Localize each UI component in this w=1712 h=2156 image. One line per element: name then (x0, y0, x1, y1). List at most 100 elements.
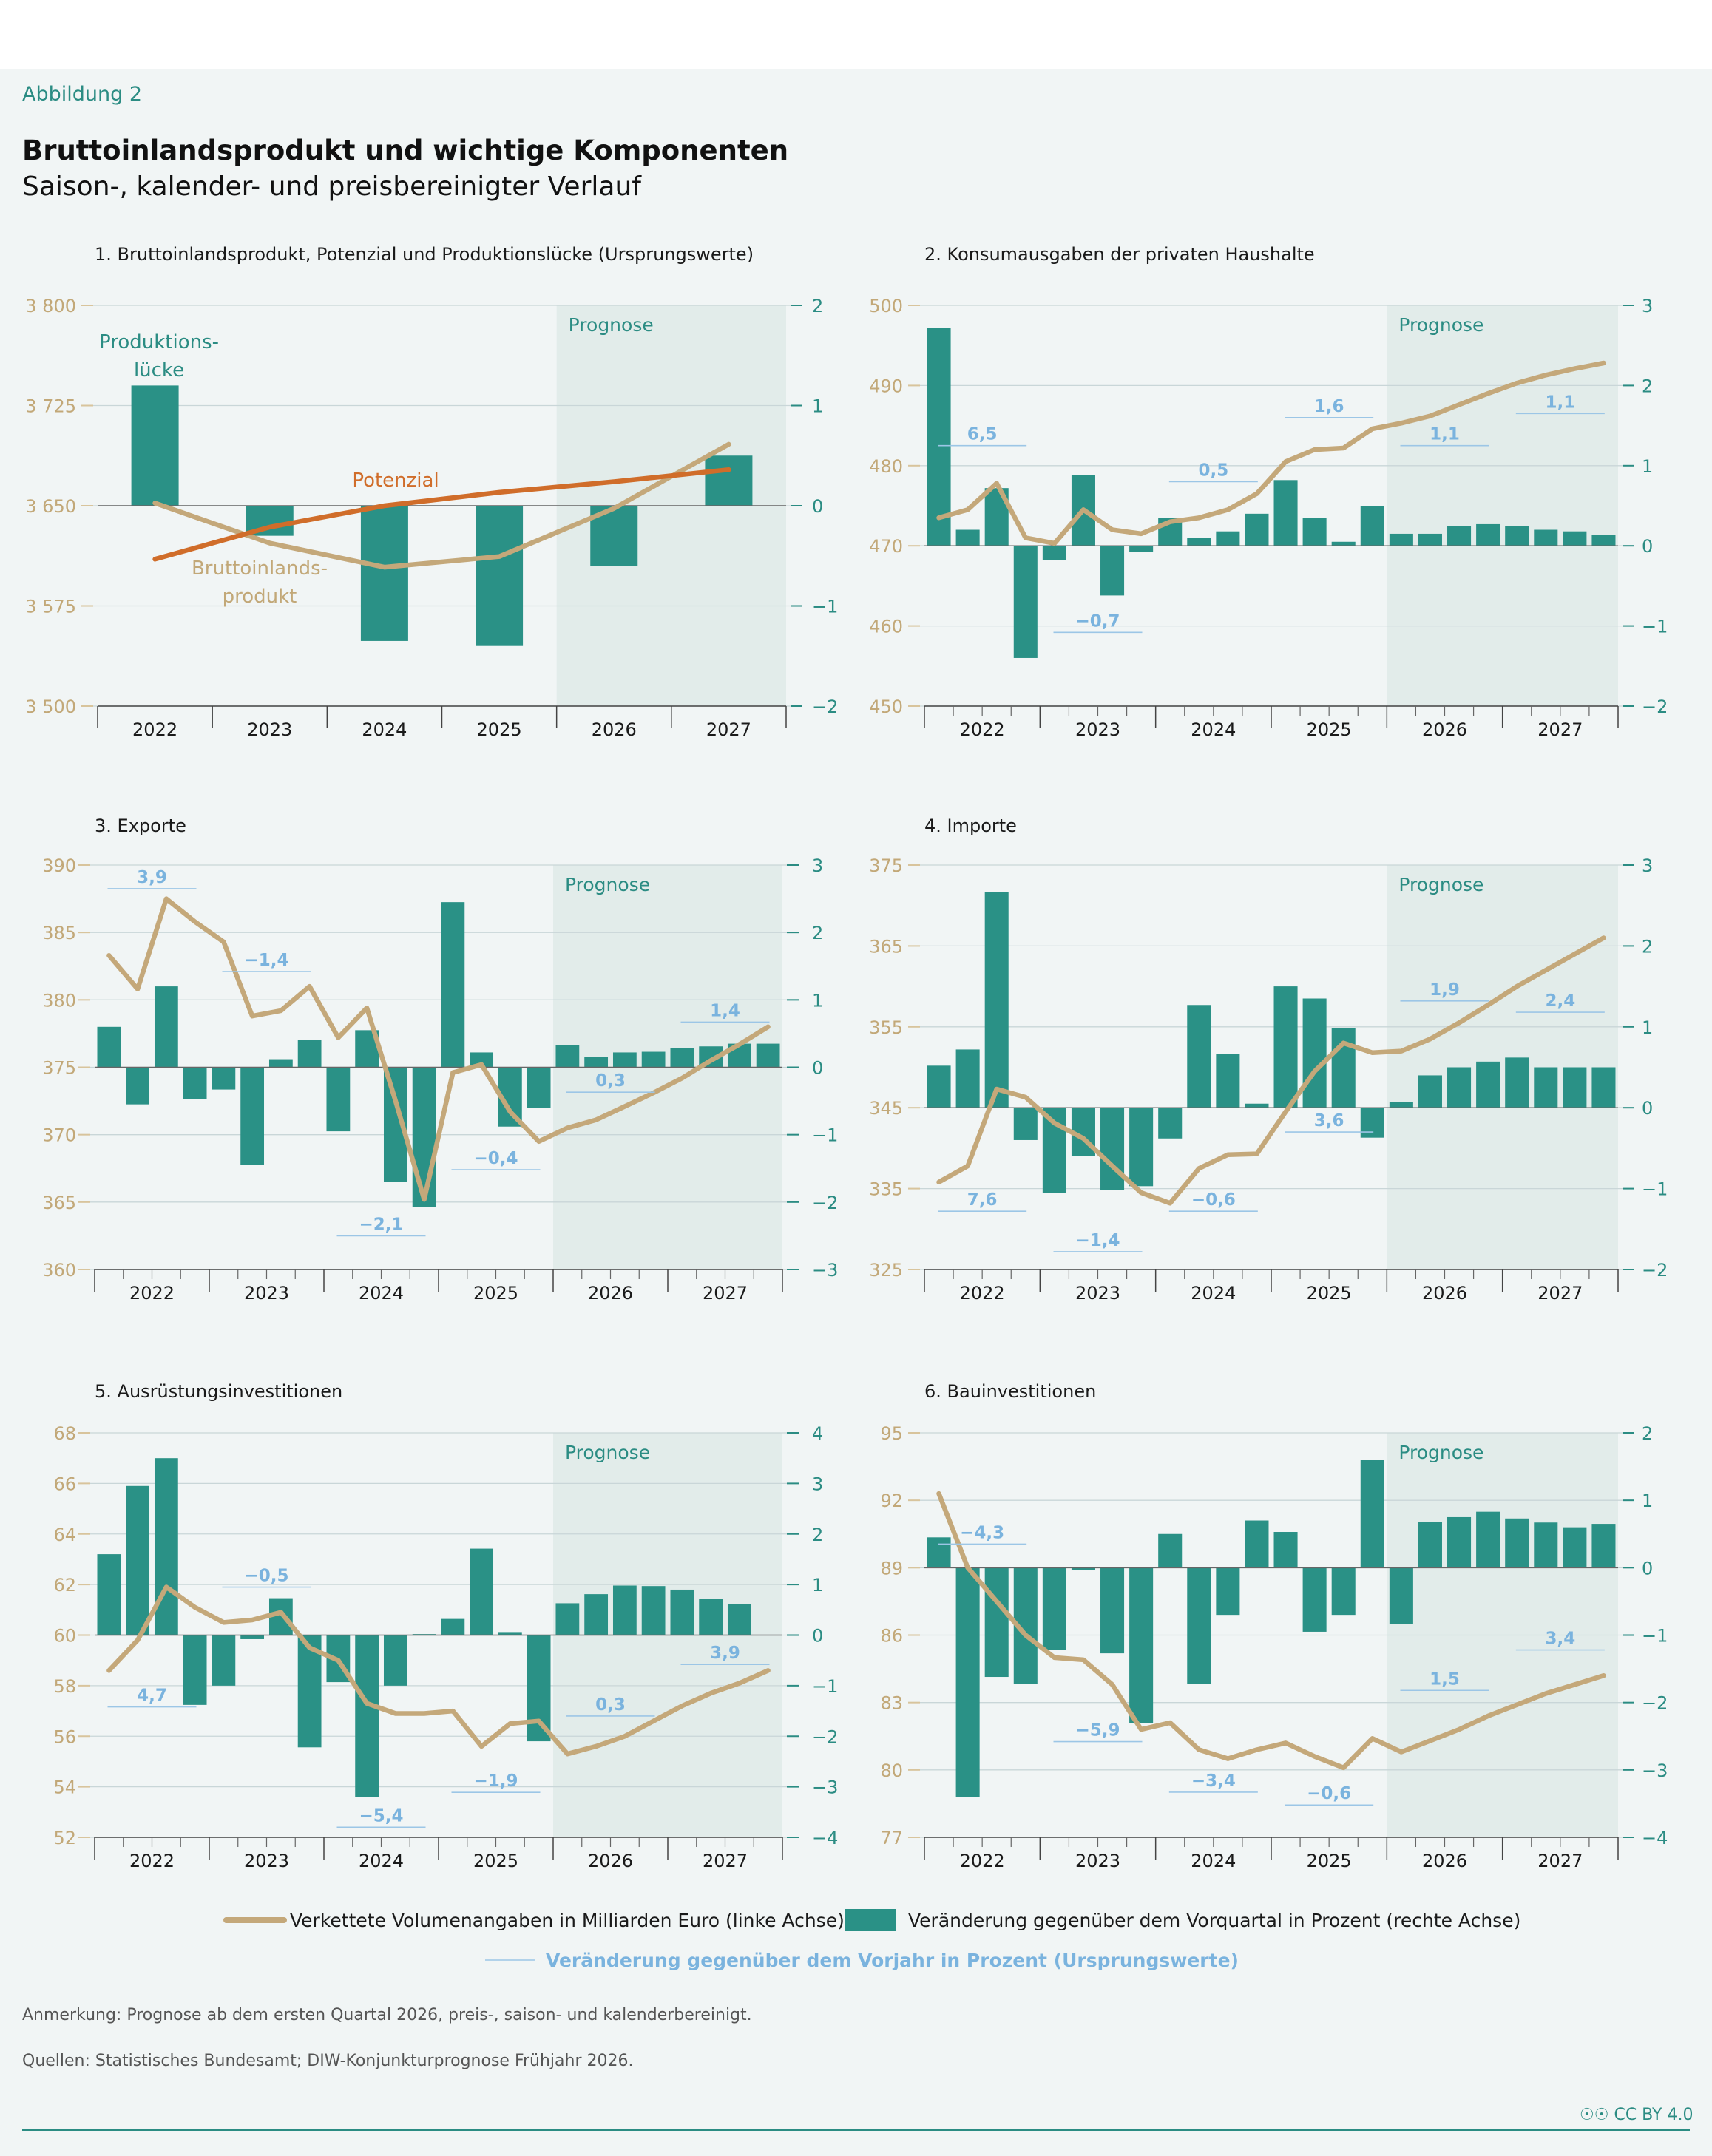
yoy-label: 3,9 (710, 1644, 740, 1663)
panel-6: 6. Bauinvestitionen Prognose 95 2 92 1 89 0 86 −1… (880, 1381, 1668, 1871)
left-tick-label: 375 (42, 1058, 76, 1079)
bar (240, 1635, 265, 1639)
right-tick-label: 1 (1642, 1491, 1653, 1511)
legend-bar-label: Veränderung gegenüber dem Vorquartal in … (908, 1910, 1520, 1931)
figure-label: Abbildung 2 (22, 83, 143, 106)
prognose-label: Prognose (1398, 314, 1483, 336)
left-tick-label: 490 (869, 376, 903, 396)
left-tick-label: 3 800 (25, 296, 76, 316)
left-tick-label: 52 (53, 1828, 76, 1848)
right-tick-label: 1 (812, 990, 823, 1011)
bar (1331, 541, 1356, 546)
legend-bar-swatch (845, 1909, 896, 1931)
bar (1129, 1108, 1154, 1187)
bar (326, 1067, 351, 1132)
year-label: 2022 (960, 719, 1005, 740)
bar (1245, 1103, 1269, 1108)
bar (699, 1599, 723, 1635)
bar (927, 1537, 951, 1568)
year-label: 2027 (703, 1283, 748, 1304)
right-tick-label: −2 (1642, 1693, 1668, 1714)
bar (1302, 518, 1327, 546)
bar (297, 1040, 322, 1068)
left-tick-label: 77 (880, 1828, 903, 1848)
yoy-label: −5,9 (1075, 1721, 1120, 1740)
yoy-label: −4,3 (960, 1523, 1004, 1542)
year-label: 2027 (1537, 719, 1583, 740)
panel-1: 1. Bruttoinlandsprodukt, Potenzial und P… (25, 244, 838, 740)
right-tick-label: −3 (1642, 1760, 1668, 1781)
year-label: 2023 (1075, 1851, 1120, 1871)
bar (1591, 535, 1616, 546)
year-label: 2025 (1307, 1283, 1352, 1304)
left-tick-label: 66 (53, 1474, 76, 1494)
bar (1331, 1567, 1356, 1616)
bar (1042, 1567, 1066, 1650)
left-tick-label: 3 650 (25, 496, 76, 517)
prognose-label: Prognose (569, 314, 654, 336)
year-label: 2026 (1422, 719, 1467, 740)
bar (955, 1049, 980, 1108)
yoy-label: −0,6 (1307, 1784, 1351, 1803)
bar (670, 1048, 694, 1068)
right-tick-label: −1 (1642, 617, 1668, 637)
left-tick-label: 470 (869, 536, 903, 557)
bar (183, 1635, 207, 1705)
panel-title: 6. Bauinvestitionen (924, 1381, 1096, 1402)
prognose-label: Prognose (1398, 874, 1483, 895)
right-tick-label: 2 (1642, 376, 1653, 396)
left-tick-label: 54 (53, 1777, 76, 1798)
prognose-region (1387, 305, 1618, 706)
bar (612, 1585, 637, 1635)
license-text: CC BY 4.0 (1614, 2106, 1694, 2124)
volume-line (106, 1584, 771, 1757)
bar (1273, 480, 1298, 546)
right-tick-label: 3 (812, 1474, 823, 1494)
bar (1245, 1520, 1269, 1568)
bar (212, 1067, 236, 1090)
yoy-label: 3,4 (1545, 1630, 1575, 1649)
prognose-label: Prognose (565, 874, 650, 895)
left-tick-label: 365 (869, 936, 903, 957)
year-label: 2026 (1422, 1851, 1467, 1871)
bar (1013, 546, 1038, 658)
bar (727, 1604, 751, 1635)
year-label: 2026 (1422, 1283, 1467, 1304)
right-tick-label: −4 (812, 1828, 838, 1848)
left-tick-label: 64 (53, 1525, 76, 1545)
bar (555, 1045, 580, 1068)
volume-line (936, 935, 1606, 1206)
legend-line-label: Verkettete Volumenangaben in Milliarden … (290, 1910, 845, 1931)
bar (1591, 1524, 1616, 1568)
bar (1100, 1108, 1125, 1190)
left-tick-label: 86 (880, 1626, 903, 1647)
bar (927, 328, 951, 546)
left-tick-label: 58 (53, 1676, 76, 1697)
bar (1360, 1108, 1384, 1138)
bar (555, 1603, 580, 1635)
bar (240, 1067, 265, 1165)
bar (268, 1059, 293, 1068)
right-tick-label: 1 (1642, 1017, 1653, 1038)
yoy-label: −3,4 (1191, 1772, 1236, 1791)
panel-title: 2. Konsumausgaben der privaten Haushalte (924, 244, 1315, 265)
bar (1418, 533, 1442, 546)
year-label: 2022 (132, 719, 177, 740)
legend: Verkettete Volumenangaben in Milliarden … (223, 1909, 1520, 1971)
bar (126, 1485, 150, 1635)
bar (1534, 1522, 1558, 1568)
right-tick-label: −2 (812, 696, 838, 717)
bar (154, 1458, 178, 1635)
left-tick-label: 3 575 (25, 597, 76, 617)
year-label: 2022 (960, 1283, 1005, 1304)
yoy-label: 3,6 (1314, 1111, 1344, 1130)
year-label: 2023 (1075, 719, 1120, 740)
bar (1129, 546, 1154, 552)
year-label: 2024 (359, 1851, 404, 1871)
left-tick-label: 355 (869, 1017, 903, 1038)
left-tick-label: 95 (880, 1423, 903, 1444)
year-label: 2025 (1307, 1851, 1352, 1871)
bar (383, 1635, 407, 1686)
bar (1563, 1067, 1587, 1108)
bottom-rule (22, 2129, 1690, 2131)
